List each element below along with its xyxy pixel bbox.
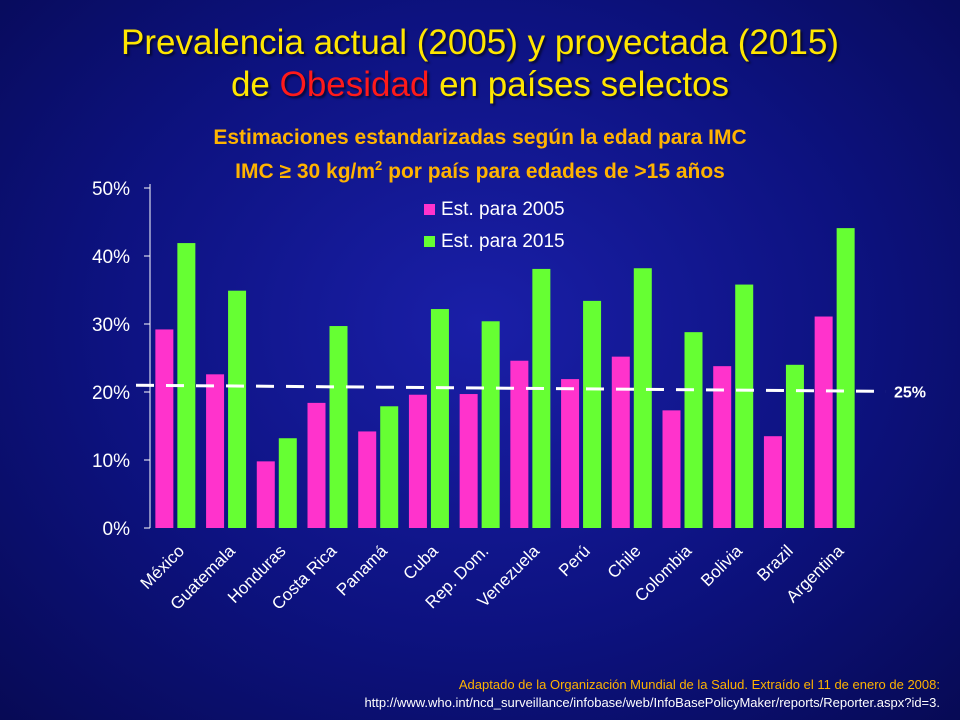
x-tick-label: Brazil xyxy=(753,541,796,584)
bar-2015 xyxy=(278,438,297,528)
bar-2005 xyxy=(206,374,225,528)
legend-swatch-2005 xyxy=(424,204,435,215)
bar-2005 xyxy=(713,366,732,528)
subtitle-line-2: IMC ≥ 30 kg/m2 por país para edades de >… xyxy=(0,152,960,186)
bar-2005 xyxy=(510,360,529,528)
reference-line xyxy=(135,383,887,393)
bar-2005 xyxy=(662,410,681,528)
bar-2015 xyxy=(684,332,703,528)
x-tick-label: Bolivia xyxy=(697,541,746,590)
bar-2015 xyxy=(583,300,602,528)
y-tick-label: 20% xyxy=(92,383,130,404)
bar-2015 xyxy=(177,243,196,528)
bar-2005 xyxy=(611,356,630,528)
bar-2015 xyxy=(329,326,348,528)
title-line-2-post: en países selectos xyxy=(429,65,730,104)
bar-2005 xyxy=(307,402,326,528)
bar-2005 xyxy=(358,431,377,528)
source-url[interactable]: http://www.who.int/ncd_surveillance/info… xyxy=(364,695,940,710)
y-tick-label: 50% xyxy=(92,179,130,200)
bar-2015 xyxy=(735,284,754,528)
title-accent: Obesidad xyxy=(279,65,430,104)
title-line-2-pre: de xyxy=(230,65,280,104)
bar-2015 xyxy=(633,268,652,528)
bar-2005 xyxy=(814,316,833,528)
bar-2015 xyxy=(532,268,551,528)
x-tick-label: Colombia xyxy=(631,541,696,606)
bar-2015 xyxy=(481,321,500,528)
legend-swatch-2015 xyxy=(424,236,435,247)
bar-2005 xyxy=(256,461,275,528)
title-line-2: de Obesidad en países selectos xyxy=(0,64,960,106)
bar-2005 xyxy=(459,394,478,528)
x-tick-label: Perú xyxy=(555,541,594,580)
bar-2015 xyxy=(228,290,247,528)
y-tick-label: 30% xyxy=(92,315,130,336)
chart-subtitle: Estimaciones estandarizadas según la eda… xyxy=(0,124,960,186)
bar-2015 xyxy=(380,406,399,528)
y-tick-label: 40% xyxy=(92,247,130,268)
bar-2015 xyxy=(785,364,804,528)
bar-2005 xyxy=(408,394,427,528)
chart-title: Prevalencia actual (2005) y proyectada (… xyxy=(0,22,960,106)
bar-2015 xyxy=(836,228,855,528)
y-tick-label: 0% xyxy=(103,519,131,540)
x-tick-label: Panamá xyxy=(333,541,392,600)
x-tick-label: Cuba xyxy=(400,541,443,584)
legend-label-2015: Est. para 2015 xyxy=(441,231,565,252)
title-line-1: Prevalencia actual (2005) y proyectada (… xyxy=(121,23,839,62)
legend-label-2005: Est. para 2005 xyxy=(441,199,565,220)
y-tick-label: 10% xyxy=(92,451,130,472)
reference-line-label: 25% xyxy=(894,384,926,401)
bar-2015 xyxy=(430,309,449,528)
subtitle-line-2-post: por país para edades de >15 años xyxy=(382,160,725,183)
subtitle-superscript: 2 xyxy=(375,158,383,173)
x-tick-label: Chile xyxy=(604,541,645,582)
source-line-1: Adaptado de la Organización Mundial de l… xyxy=(458,677,940,692)
source-note: Adaptado de la Organización Mundial de l… xyxy=(364,676,940,712)
bar-2005 xyxy=(763,436,782,528)
bar-2005 xyxy=(155,329,174,528)
subtitle-line-2-pre: IMC ≥ 30 kg/m xyxy=(235,160,376,183)
bar-2005 xyxy=(561,379,580,528)
subtitle-line-1: Estimaciones estandarizadas según la eda… xyxy=(213,126,747,149)
